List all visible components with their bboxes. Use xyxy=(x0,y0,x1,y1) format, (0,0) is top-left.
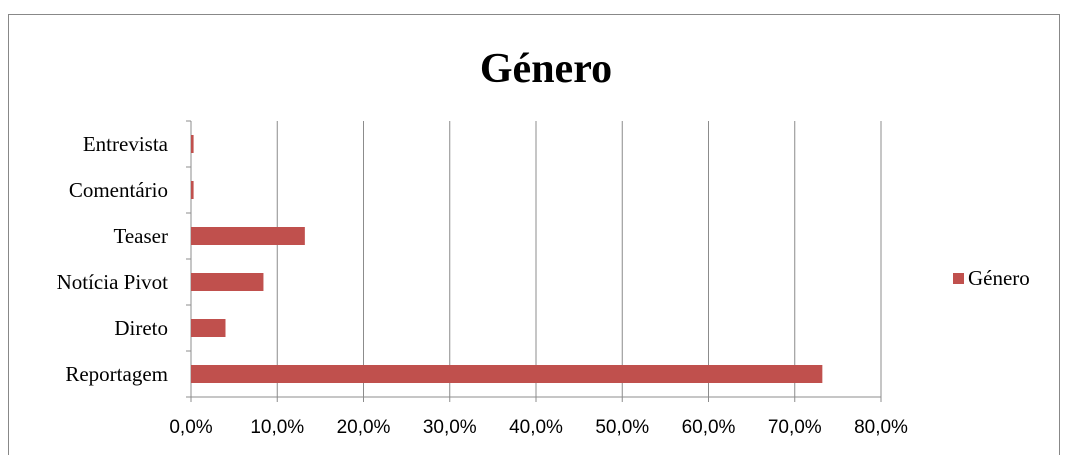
x-tick-label: 40,0% xyxy=(509,417,563,438)
chart-title: Género xyxy=(480,46,612,92)
legend-swatch xyxy=(953,273,964,284)
bar xyxy=(191,365,823,383)
bar xyxy=(191,181,194,199)
bars xyxy=(191,135,823,383)
category-label: Direto xyxy=(114,316,168,340)
bar xyxy=(191,227,305,245)
bar xyxy=(191,273,264,291)
legend-label: Género xyxy=(968,266,1030,290)
x-tick-label: 20,0% xyxy=(337,417,391,438)
bar xyxy=(191,319,226,337)
category-label: Entrevista xyxy=(83,132,169,156)
category-labels: Entrevista Comentário Teaser Notícia Pivot D… xyxy=(57,132,169,386)
gridlines xyxy=(276,121,882,397)
category-label: Comentário xyxy=(69,178,168,202)
category-label: Teaser xyxy=(114,224,169,248)
x-tick-label: 80,0% xyxy=(854,417,908,438)
x-tick-labels: 0,0% 10,0% 20,0% 30,0% 40,0% 50,0% 60,0% 70,0% 8… xyxy=(169,417,908,438)
axes xyxy=(186,120,882,402)
x-tick-label: 0,0% xyxy=(169,417,212,438)
x-tick-label: 60,0% xyxy=(682,417,736,438)
x-tick-label: 70,0% xyxy=(768,417,822,438)
category-label: Notícia Pivot xyxy=(57,270,169,294)
x-tick-label: 30,0% xyxy=(423,417,477,438)
x-tick-label: 10,0% xyxy=(250,417,304,438)
x-tick-label: 50,0% xyxy=(595,417,649,438)
legend: Género xyxy=(953,266,1030,290)
category-label: Reportagem xyxy=(65,362,168,386)
bar xyxy=(191,135,194,153)
